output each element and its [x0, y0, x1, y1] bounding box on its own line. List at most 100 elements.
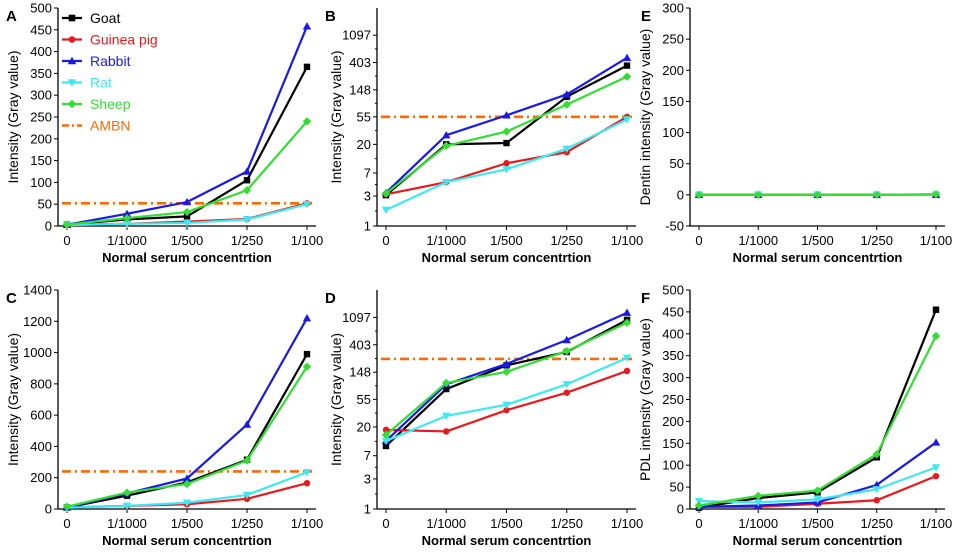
- y-tick-label: 250: [662, 392, 684, 407]
- y-tick-label: 20: [357, 137, 371, 152]
- y-tick-label: 55: [357, 109, 371, 124]
- y-tick-label: 100: [30, 175, 52, 190]
- y-tick-label: 250: [30, 110, 52, 125]
- series-guinea-pig: [382, 367, 631, 435]
- x-tick-label: 1/250: [860, 233, 893, 248]
- y-tick-label: 50: [670, 156, 684, 171]
- data-point: [562, 335, 571, 344]
- y-tick-label: 50: [38, 197, 52, 212]
- data-point: [873, 497, 880, 504]
- x-axis-title: Normal serum concentrtion: [422, 250, 592, 265]
- data-point: [931, 331, 941, 341]
- data-point: [502, 166, 511, 174]
- x-tick-label: 1/1000: [738, 516, 778, 531]
- x-tick-label: 1/1000: [426, 516, 466, 531]
- data-point: [242, 491, 252, 500]
- data-point: [442, 412, 451, 421]
- data-point: [182, 479, 192, 489]
- y-tick-label: 1: [364, 219, 371, 234]
- data-point: [562, 346, 571, 356]
- data-point: [122, 502, 132, 511]
- data-point: [502, 111, 511, 119]
- y-axis-title: Intensity (Gray value): [5, 50, 21, 183]
- data-point: [67, 99, 77, 109]
- y-tick-label: 450: [662, 304, 684, 319]
- data-point: [622, 308, 632, 316]
- data-point: [813, 486, 822, 495]
- y-axis-title: Intensity (Gray value): [328, 50, 344, 183]
- y-tick-label: 1000: [23, 345, 52, 360]
- data-point: [442, 130, 451, 139]
- y-tick-label: 150: [662, 94, 684, 109]
- data-point: [243, 177, 251, 184]
- legend: Goat Guinea pig Rabbit Rat Sheep AMBN: [62, 10, 158, 134]
- data-point: [622, 53, 632, 61]
- series-guinea-pig: [382, 113, 631, 198]
- y-tick-label: 400: [30, 439, 52, 454]
- data-point: [68, 14, 76, 22]
- y-tick-label: 400: [30, 44, 52, 59]
- y-tick-label: 1: [364, 502, 371, 517]
- data-point: [382, 426, 390, 434]
- x-tick-label: 1/1000: [107, 516, 147, 531]
- data-point: [502, 127, 511, 136]
- data-point: [754, 491, 763, 501]
- data-point: [67, 56, 77, 65]
- y-tick-label: 100: [662, 458, 684, 473]
- legend-label: Sheep: [90, 96, 131, 112]
- data-point: [502, 401, 511, 409]
- data-point: [563, 389, 570, 396]
- y-tick-label: 0: [45, 502, 52, 517]
- legend-label: Goat: [90, 10, 120, 26]
- y-tick-label: 200: [662, 63, 684, 78]
- y-tick-label: 1097: [342, 310, 371, 325]
- x-tick-label: 1/100: [920, 233, 953, 248]
- data-point: [122, 213, 132, 223]
- panel-letter: F: [641, 290, 650, 307]
- x-tick-label: 1/100: [611, 516, 644, 531]
- y-tick-label: 500: [662, 283, 684, 298]
- data-point: [503, 139, 510, 147]
- legend-label: Guinea pig: [90, 32, 158, 48]
- y-tick-label: 3: [364, 189, 371, 204]
- x-tick-label: 1/500: [490, 233, 523, 248]
- data-point: [503, 160, 510, 167]
- legend-item-rabbit: Rabbit: [62, 53, 131, 69]
- data-point: [562, 381, 571, 389]
- data-point: [302, 313, 312, 322]
- data-point: [302, 22, 312, 30]
- data-point: [122, 488, 132, 497]
- data-point: [68, 36, 76, 43]
- data-point: [813, 496, 822, 504]
- data-point: [872, 486, 881, 494]
- chart-panel-b: 1 3 7 20 55 148 403 1097 0 1/1000 1/500 1/250 1/100 N…: [325, 8, 643, 265]
- data-point: [622, 318, 632, 327]
- data-point: [122, 209, 132, 217]
- series-sheep: [694, 331, 941, 510]
- data-point: [122, 220, 132, 229]
- series-line: [385, 369, 628, 433]
- x-axis-title: Normal serum concentrtion: [733, 533, 903, 548]
- series-rabbit: [381, 53, 632, 196]
- x-tick-label: 1/100: [920, 516, 953, 531]
- y-tick-label: 148: [349, 82, 371, 97]
- y-tick-label: 300: [662, 1, 684, 16]
- data-point: [872, 190, 881, 200]
- data-point: [302, 117, 312, 126]
- y-tick-label: 100: [662, 125, 684, 140]
- y-tick-label: 148: [349, 365, 371, 380]
- data-point: [67, 79, 77, 87]
- x-tick-label: 1/500: [801, 516, 834, 531]
- x-tick-label: 1/250: [550, 516, 583, 531]
- y-tick-label: 1400: [23, 283, 52, 298]
- y-tick-label: 300: [30, 88, 52, 103]
- panel-letter: B: [325, 8, 336, 25]
- data-point: [382, 442, 390, 450]
- y-tick-label: -50: [665, 219, 684, 234]
- y-tick-label: 0: [677, 187, 684, 202]
- y-tick-label: 400: [662, 326, 684, 341]
- legend-item-guinea-pig: Guinea pig: [62, 32, 158, 48]
- y-tick-label: 350: [30, 66, 52, 81]
- data-point: [381, 206, 391, 215]
